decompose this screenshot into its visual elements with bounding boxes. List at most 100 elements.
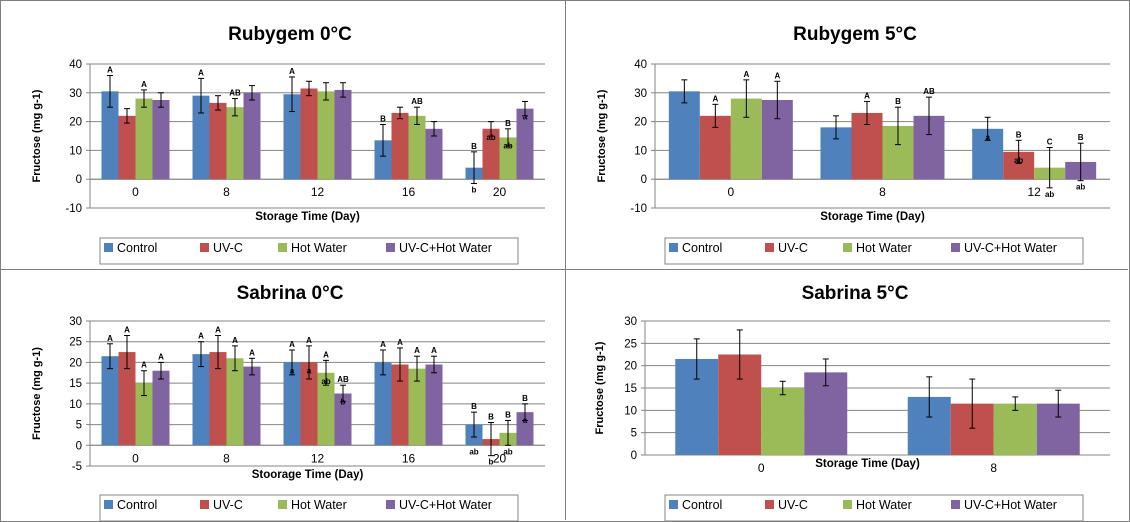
bar-uv-c [118,352,136,446]
significance-label-upper: AB [337,375,349,384]
significance-label-upper: B [505,119,511,128]
legend-swatch [669,243,678,252]
chart-panel-rubygem-0c: Rubygem 0°C -10 0 10 20 30 40 Fructose (mg g-1)… [0,0,565,269]
legend-swatch [765,243,774,252]
significance-label-upper: A [141,361,147,370]
y-tick-label: 40 [69,59,82,71]
significance-label-upper: A [141,80,147,89]
y-axis-label: Fructose (mg g-1) [596,89,608,182]
significance-label-upper: A [712,94,718,103]
x-tick-label: 8 [223,185,230,199]
bar-hot-water [993,403,1037,455]
legend-entry: UV-C [213,241,243,255]
x-tick-label: 8 [990,461,997,475]
bar-uv-c-hot-water [425,128,443,180]
significance-label-upper: A [215,326,221,335]
significance-label-upper: A [743,70,749,79]
significance-label-upper: A [289,67,295,76]
x-axis-label: Stoorage Time (Day) [252,469,364,481]
bar-hot-water [135,383,153,446]
bar-hot-water [317,372,335,446]
legend-entry: Control [682,498,722,512]
bar-hot-water [226,107,244,180]
legend-swatch [104,500,113,509]
chart-panel-sabrina-5c: Sabrina 5°C 0 5 10 15 20 25 30 Fructose (mg g-1)… [565,269,1130,522]
significance-label-lower: ab [503,141,512,150]
chart-panel-sabrina-0c: Sabrina 0°C -5 0 5 10 15 20 25 30 Fructose (mg g-… [0,269,565,522]
chart-rubygem-0c: Rubygem 0°C -10 0 10 20 30 40 Fructose (mg g-1)… [31,24,545,265]
legend-swatch [669,500,678,509]
x-axis-label: Storage Time (Day) [255,211,360,223]
x-axis-label: Storage Time (Day) [815,458,920,470]
y-tick-label: 30 [634,88,647,100]
significance-label-upper: B [471,402,477,411]
significance-label-lower: a [523,113,528,122]
bar-control [101,356,119,446]
legend-entry: UV-C+Hot Water [399,241,492,255]
x-tick-label: 12 [311,451,325,465]
significance-label-upper: AB [923,87,935,96]
x-tick-label: 8 [223,451,230,465]
legend-entry: UV-C [778,498,808,512]
legend-entry: Control [117,498,157,512]
significance-label-upper: B [1078,133,1084,142]
bar-hot-water [408,115,426,180]
bar-uv-c [209,352,227,446]
chart-rubygem-5c: Rubygem 5°C -10 0 10 20 30 40 Fructose (mg g-1)… [596,24,1110,265]
y-tick-label: -10 [65,203,82,215]
significance-label-lower: ab [503,447,512,456]
significance-label-lower: b [489,458,494,467]
significance-label-upper: C [1047,138,1053,147]
x-tick-label: 0 [132,451,139,465]
y-axis-label: Fructose (mg g-1) [31,347,43,440]
significance-label-upper: A [232,336,238,345]
chart-title: Sabrina 0°C [237,283,344,304]
significance-label-upper: B [380,114,386,123]
y-tick-label: 10 [624,405,637,417]
bar-uv-c-hot-water [243,92,261,180]
significance-label-lower: a [523,416,528,425]
significance-label-upper: B [471,142,477,151]
legend-swatch [386,243,395,252]
significance-label-upper: A [107,334,113,343]
chart-panel-rubygem-5c: Rubygem 5°C -10 0 10 20 30 40 Fructose (mg g-1)… [565,0,1130,269]
significance-label-lower: a [307,366,312,375]
significance-label-lower: b [472,186,477,195]
legend-swatch [386,500,395,509]
significance-label-upper: A [431,346,437,355]
y-tick-label: 5 [631,428,637,440]
significance-label-lower: b [341,398,346,407]
bar-uv-c [300,88,318,180]
bar-control [283,362,301,446]
legend-swatch [843,500,852,509]
legend-entry: Hot Water [291,241,347,255]
legend-entry: UV-C [213,498,243,512]
y-tick-label: 20 [634,117,647,129]
bar-uv-c [482,128,500,180]
bar-control [374,362,392,446]
legend-swatch [843,243,852,252]
significance-label-upper: B [488,413,494,422]
legend-swatch [200,500,209,509]
bar-uv-c-hot-water [516,108,534,180]
legend-swatch [200,243,209,252]
significance-label-upper: A [864,91,870,100]
significance-label-upper: B [895,97,901,106]
x-tick-label: 0 [727,185,734,199]
significance-label-upper: AB [229,89,241,98]
significance-label-upper: A [397,338,403,347]
y-tick-label: 10 [69,399,82,411]
legend-box [664,494,1084,522]
x-tick-label: 0 [132,185,139,199]
bar-hot-water [499,137,517,180]
y-tick-label: 30 [69,88,82,100]
legend-entry: Control [117,241,157,255]
bar-uv-c-hot-water [243,366,261,446]
legend-swatch [278,500,287,509]
y-tick-label: 20 [624,361,637,373]
significance-label-upper: AB [411,97,423,106]
x-tick-label: 12 [311,185,325,199]
significance-label-lower: a [985,133,990,142]
y-tick-label: 25 [624,338,637,350]
legend-swatch [278,243,287,252]
